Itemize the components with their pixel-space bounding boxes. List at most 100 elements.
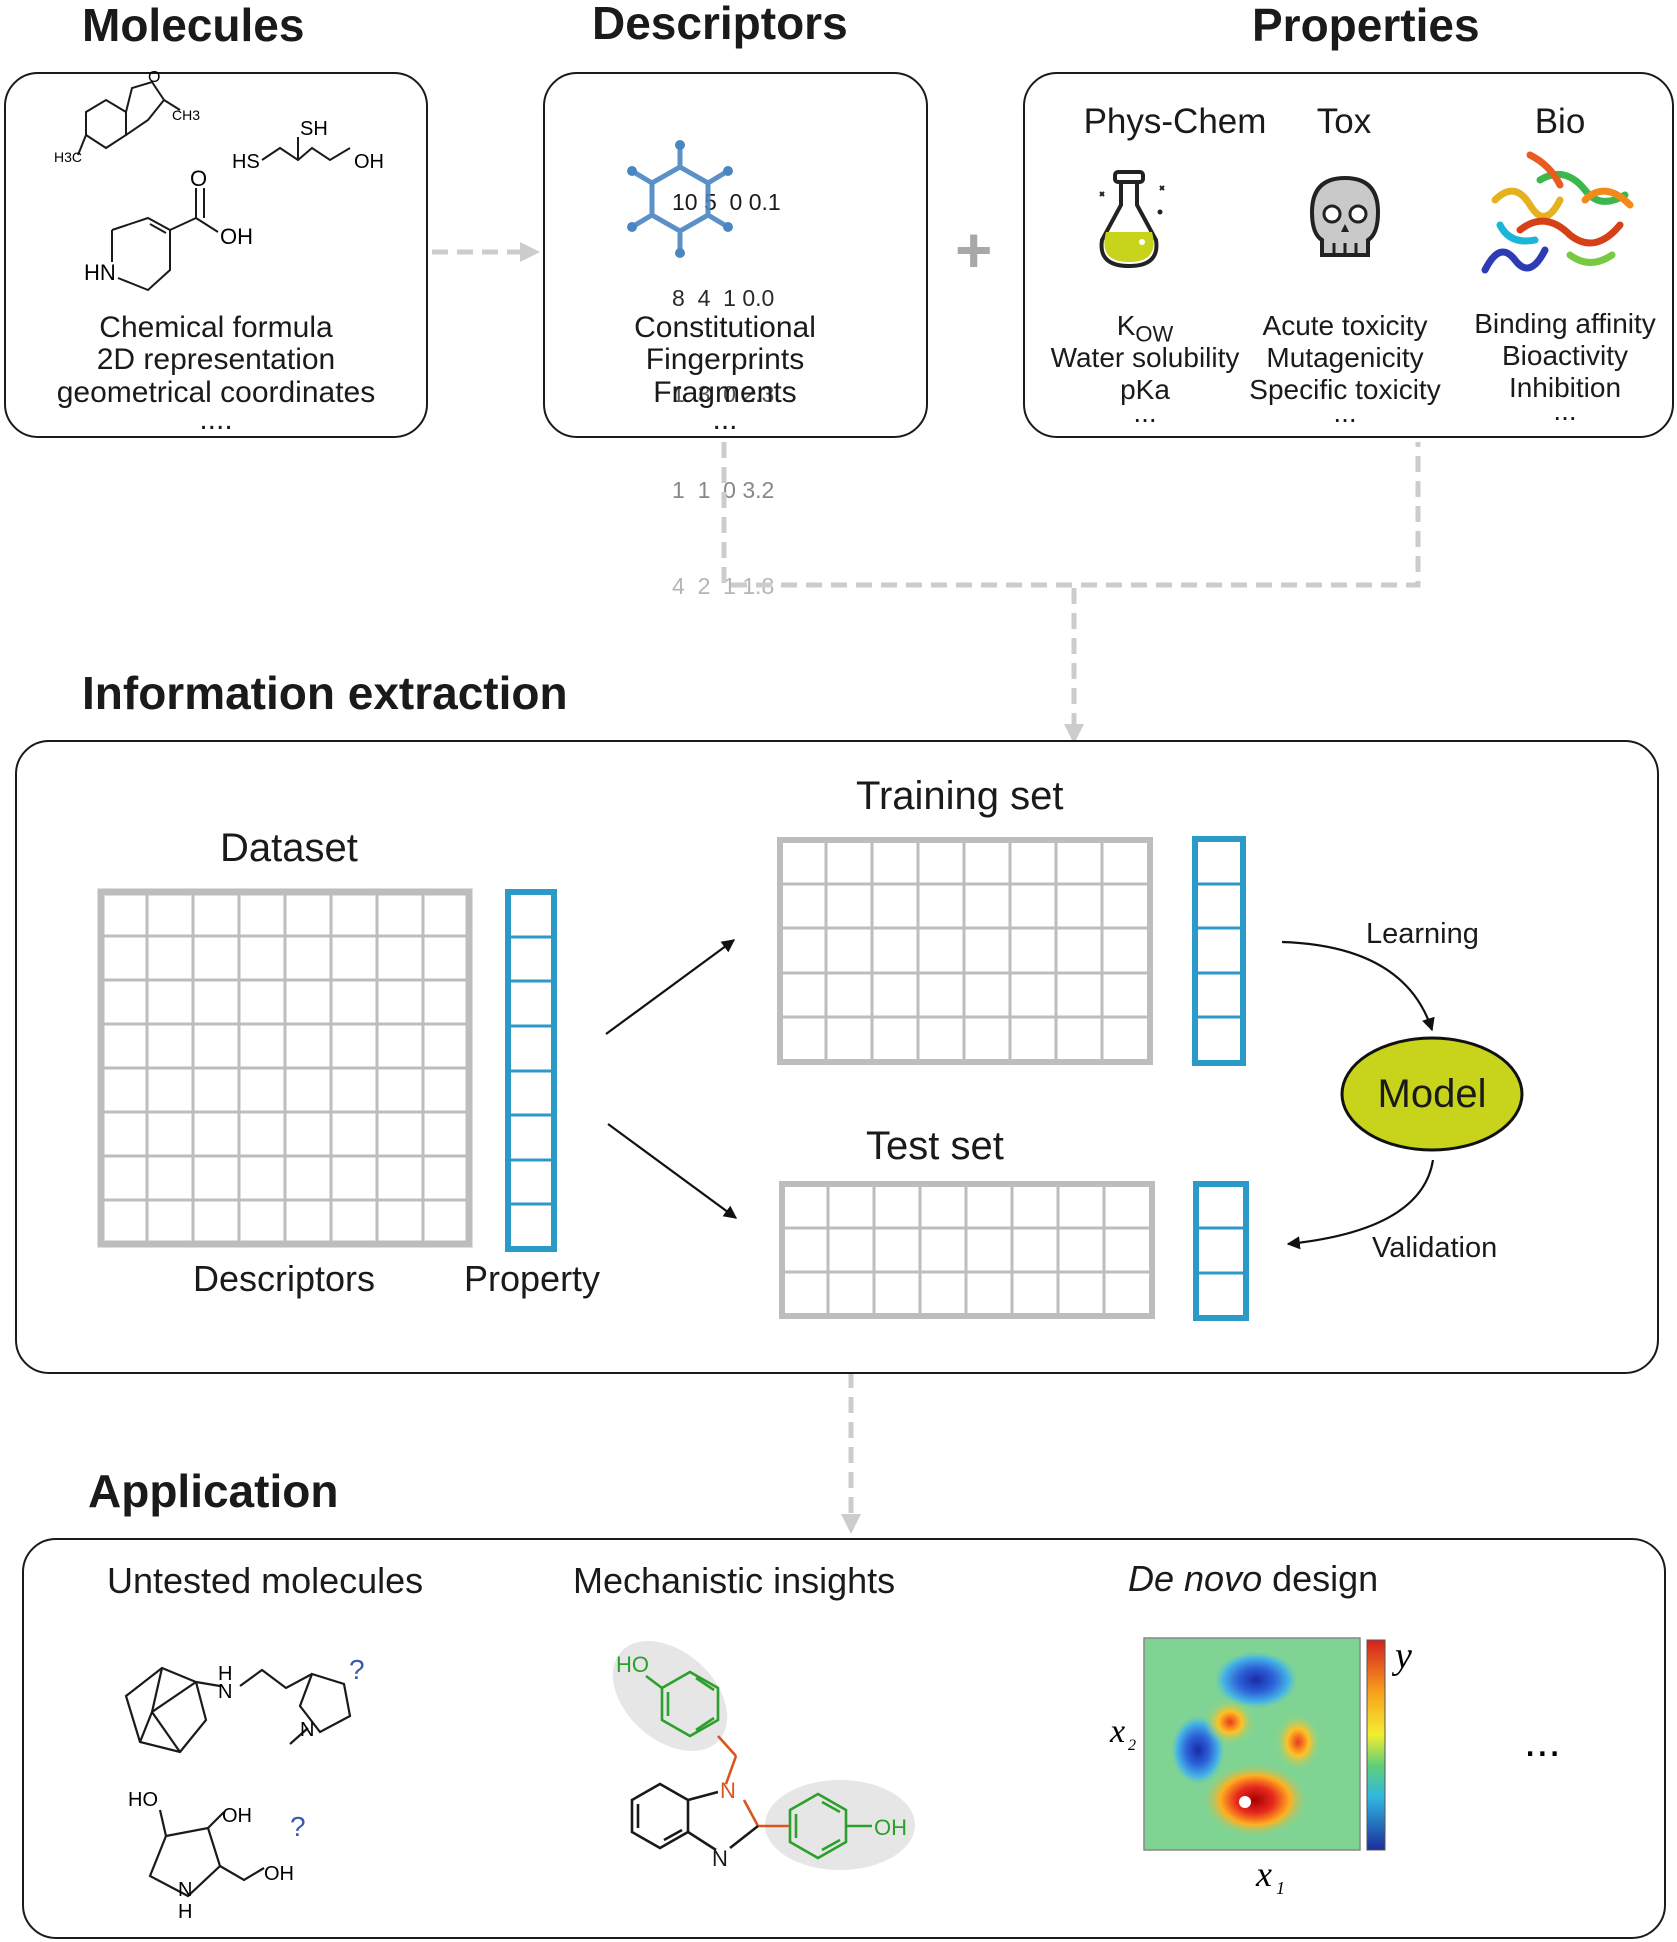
learning-label: Learning [1366,918,1479,950]
descriptor-matrix: 10 5 0 0.1 8 4 1 0.0 1 3 0 2.3 1 1 0 3.2… [672,122,781,634]
axis-x2-label: x [1109,1713,1125,1750]
dataset-property-column [505,889,557,1252]
atom-hn: HN [84,260,116,285]
fused-furan-molecule [77,80,181,156]
molecules-line: geometrical coordinates [56,375,376,409]
skull-icon [1309,175,1381,257]
atom-ho-top: HO [128,1789,158,1811]
atom-h-nh: H [218,1663,232,1685]
atom-n-orange: N [720,1778,736,1803]
tox-list: Acute toxicity Mutagenicity Specific tox… [1242,310,1448,428]
atom-oh-2: OH [220,224,253,249]
split-to-test-arrow [607,1123,738,1219]
axis-y-label: y [1391,1635,1412,1677]
atom-n-nh: N [218,1681,232,1703]
de-novo-italic: De novo [1128,1558,1263,1599]
model-label: Model [1377,1072,1487,1116]
phys-chem-item: pKa [1120,374,1170,405]
atom-oh-top: OH [222,1805,252,1827]
axis-x2-subscript: 2 [1128,1737,1136,1754]
dataset-grid [97,888,473,1248]
molecules-description: Chemical formula 2D representation geome… [4,311,428,437]
protein-icon [1481,151,1634,274]
split-to-training-arrow [605,939,736,1035]
atom-oh-1: OH [354,151,384,173]
matrix-row: 10 5 0 0.1 [672,189,781,215]
phenol-top [645,1670,720,1738]
matrix-row: 4 2 1 1.8 [672,573,775,599]
axis-x1-subscript: 1 [1276,1878,1285,1898]
tox-item: Acute toxicity [1262,310,1428,341]
de-novo-design-title: De novo design [1128,1558,1378,1600]
benzimidazole-core [630,1782,759,1852]
matrix-row: 8 4 1 0.0 [672,285,775,311]
descriptors-axis-label: Descriptors [193,1258,376,1299]
bio-title: Bio [1534,102,1586,141]
question-mark-2: ? [290,1811,306,1842]
phenol-right [788,1792,872,1860]
phys-chem-item: ... [1133,397,1157,428]
descriptors-box [543,72,928,438]
training-set-label: Training set [856,774,1064,818]
kow-subscript: OW [1135,321,1174,347]
bio-item: Bioactivity [1501,340,1629,371]
information-extraction-header: Information extraction [82,667,568,719]
matrix-row: 1 3 0 2.3 [672,381,775,407]
molecules-box [4,72,428,438]
training-grid [777,837,1153,1065]
kow-main: K [1116,310,1136,341]
bio-item: Binding affinity [1474,308,1656,339]
molecules-line: 2D representation [96,343,336,377]
test-grid [779,1181,1155,1319]
training-property-column [1192,836,1246,1066]
phys-chem-kow: KOW [1040,312,1250,346]
validation-label: Validation [1372,1232,1498,1264]
dithiol-molecule [261,137,351,162]
pyrrolidine-triol-molecule [148,1809,265,1898]
flask-icon [1099,170,1165,269]
atom-h3c: H3C [54,149,82,165]
properties-header: Properties [1252,0,1480,51]
molecules-line: Chemical formula [99,311,333,344]
descriptors-line: Fingerprints [645,343,805,377]
tox-item: ... [1333,397,1357,428]
axis-x1-label: x [1255,1854,1272,1894]
de-novo-heatmap [1143,1637,1386,1851]
highlight-top [612,1641,728,1751]
atom-hs: HS [232,151,260,173]
application-header: Application [88,1465,339,1517]
molecules-line: .... [199,403,233,437]
atom-o: O [148,69,160,86]
atom-n-ring: N [300,1719,314,1741]
bio-list: Binding affinity Bioactivity Inhibition … [1460,308,1670,426]
model-node [1340,1036,1524,1152]
linker-orange [717,1735,790,1828]
mechanistic-insights-title: Mechanistic insights [573,1560,896,1601]
atom-oh-bottom: OH [264,1863,294,1885]
test-set-label: Test set [866,1124,1004,1168]
untested-molecules-title: Untested molecules [107,1560,424,1601]
de-novo-rest: design [1262,1558,1379,1599]
validation-arrow [1286,1159,1435,1250]
descriptors-description: Constitutional Fingerprints Fragments ..… [543,311,907,437]
atom-h-bottom: H [178,1901,192,1923]
descriptors-properties-join [721,442,1421,588]
dataset-label: Dataset [220,826,358,870]
tox-item: Mutagenicity [1266,342,1424,373]
tox-item: Specific toxicity [1249,374,1441,405]
test-property-column [1193,1181,1249,1321]
phys-chem-title: Phys-Chem [1083,102,1267,141]
descriptors-header: Descriptors [592,0,848,49]
atom-sh: SH [300,118,328,140]
bio-item: Inhibition [1508,372,1622,403]
bio-item: ... [1553,395,1577,426]
descriptors-line: Fragments [653,375,797,409]
adamantane-molecule [124,1666,352,1754]
atom-n-benz: N [712,1846,728,1871]
descriptors-line: ... [712,403,738,437]
